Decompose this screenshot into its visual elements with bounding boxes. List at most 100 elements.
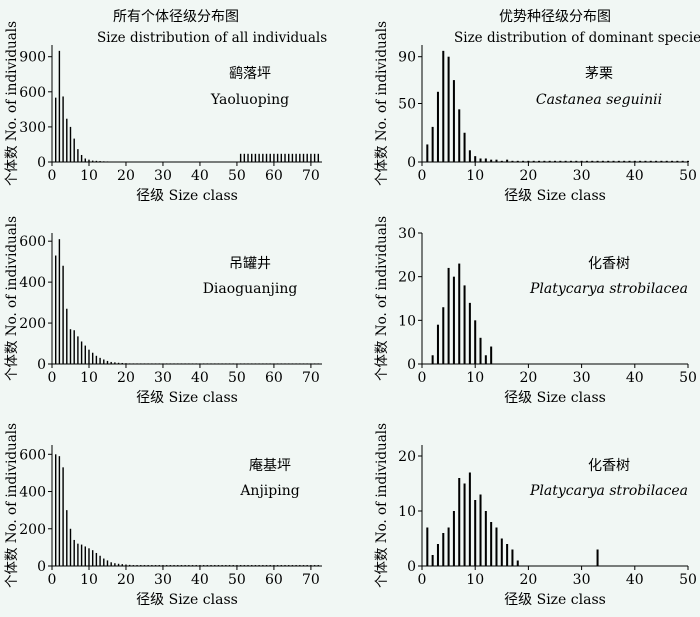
bar	[295, 565, 297, 566]
bar	[596, 549, 599, 566]
x-tick-label: 10	[80, 168, 98, 184]
bar	[310, 153, 312, 162]
bar	[575, 160, 578, 162]
bar	[103, 558, 105, 566]
bar	[162, 565, 164, 566]
y-tick-label: 200	[19, 316, 46, 332]
bar	[490, 159, 493, 162]
bar	[468, 472, 471, 566]
bar	[500, 538, 503, 566]
bar	[225, 565, 227, 566]
bar	[569, 160, 572, 162]
bar	[280, 565, 283, 566]
bar	[184, 565, 186, 566]
bar	[169, 363, 172, 364]
y-tick-label: 30	[398, 226, 416, 242]
bar	[313, 565, 316, 566]
bar	[154, 565, 157, 566]
bar	[151, 363, 153, 364]
bar	[273, 565, 275, 566]
bar	[532, 160, 535, 162]
bar	[180, 565, 183, 566]
bar	[527, 160, 530, 162]
bar	[202, 161, 205, 163]
bar	[95, 160, 98, 162]
panel-label-cn: 庵基坪	[249, 457, 291, 474]
x-tick-label: 20	[519, 370, 537, 386]
bar	[73, 330, 75, 364]
bar	[180, 161, 183, 163]
bar	[426, 144, 429, 162]
bar	[140, 161, 142, 163]
bar	[251, 363, 253, 364]
y-tick-label: 90	[398, 50, 416, 66]
x-tick-label: 50	[228, 572, 246, 588]
bar	[436, 544, 439, 566]
bar	[214, 363, 216, 364]
bar	[265, 363, 268, 364]
bar	[184, 161, 186, 163]
bar	[243, 565, 246, 566]
y-tick-label: 20	[398, 449, 416, 465]
bar	[269, 565, 271, 566]
bar	[284, 565, 286, 566]
bar	[239, 363, 242, 364]
x-tick-label: 10	[80, 370, 98, 386]
bar	[247, 153, 249, 162]
bar	[195, 363, 197, 364]
bar	[232, 565, 234, 566]
bar	[140, 363, 142, 364]
bar	[62, 96, 64, 162]
x-tick-label: 10	[80, 572, 98, 588]
bar	[136, 363, 138, 364]
bar	[442, 50, 445, 162]
x-tick-label: 40	[626, 370, 644, 386]
panel-label-cn: 化香树	[588, 458, 630, 474]
bar	[158, 363, 160, 364]
bar	[217, 363, 220, 364]
bar	[254, 565, 257, 566]
bar	[276, 565, 279, 566]
bar	[288, 565, 290, 566]
y-tick-label: 10	[398, 313, 416, 329]
y-axis-label: 个体数 No. of individuals	[374, 21, 390, 186]
x-tick-label: 30	[573, 370, 591, 386]
bar	[239, 565, 242, 566]
x-tick-label: 10	[466, 572, 484, 588]
x-tick-label: 50	[228, 370, 246, 386]
bar	[468, 302, 471, 364]
bar	[288, 153, 290, 162]
bar	[125, 564, 127, 566]
bar	[500, 160, 503, 162]
bar	[80, 154, 83, 162]
bar	[210, 161, 212, 163]
bar	[195, 161, 197, 163]
bar	[147, 161, 149, 163]
x-axis-label: 径级 Size class	[504, 390, 606, 406]
bar	[269, 363, 271, 364]
bar	[612, 160, 615, 162]
bar	[80, 544, 83, 566]
y-tick-label: 600	[19, 85, 46, 101]
bar	[436, 91, 439, 162]
bar	[180, 363, 183, 364]
bar	[458, 109, 461, 162]
x-tick-label: 50	[679, 370, 697, 386]
bar	[490, 522, 493, 566]
bar	[299, 153, 301, 162]
bar	[77, 336, 79, 364]
bar	[188, 565, 190, 566]
bar	[125, 161, 127, 163]
bar	[655, 160, 658, 162]
bar	[254, 153, 257, 162]
bar	[128, 564, 131, 566]
bar	[110, 161, 112, 163]
y-tick-label: 20	[398, 270, 416, 286]
bar	[247, 565, 249, 566]
bar	[62, 467, 64, 566]
y-tick-label: 0	[37, 357, 46, 373]
bar	[280, 153, 283, 162]
bar	[639, 160, 642, 162]
bar	[516, 560, 519, 566]
